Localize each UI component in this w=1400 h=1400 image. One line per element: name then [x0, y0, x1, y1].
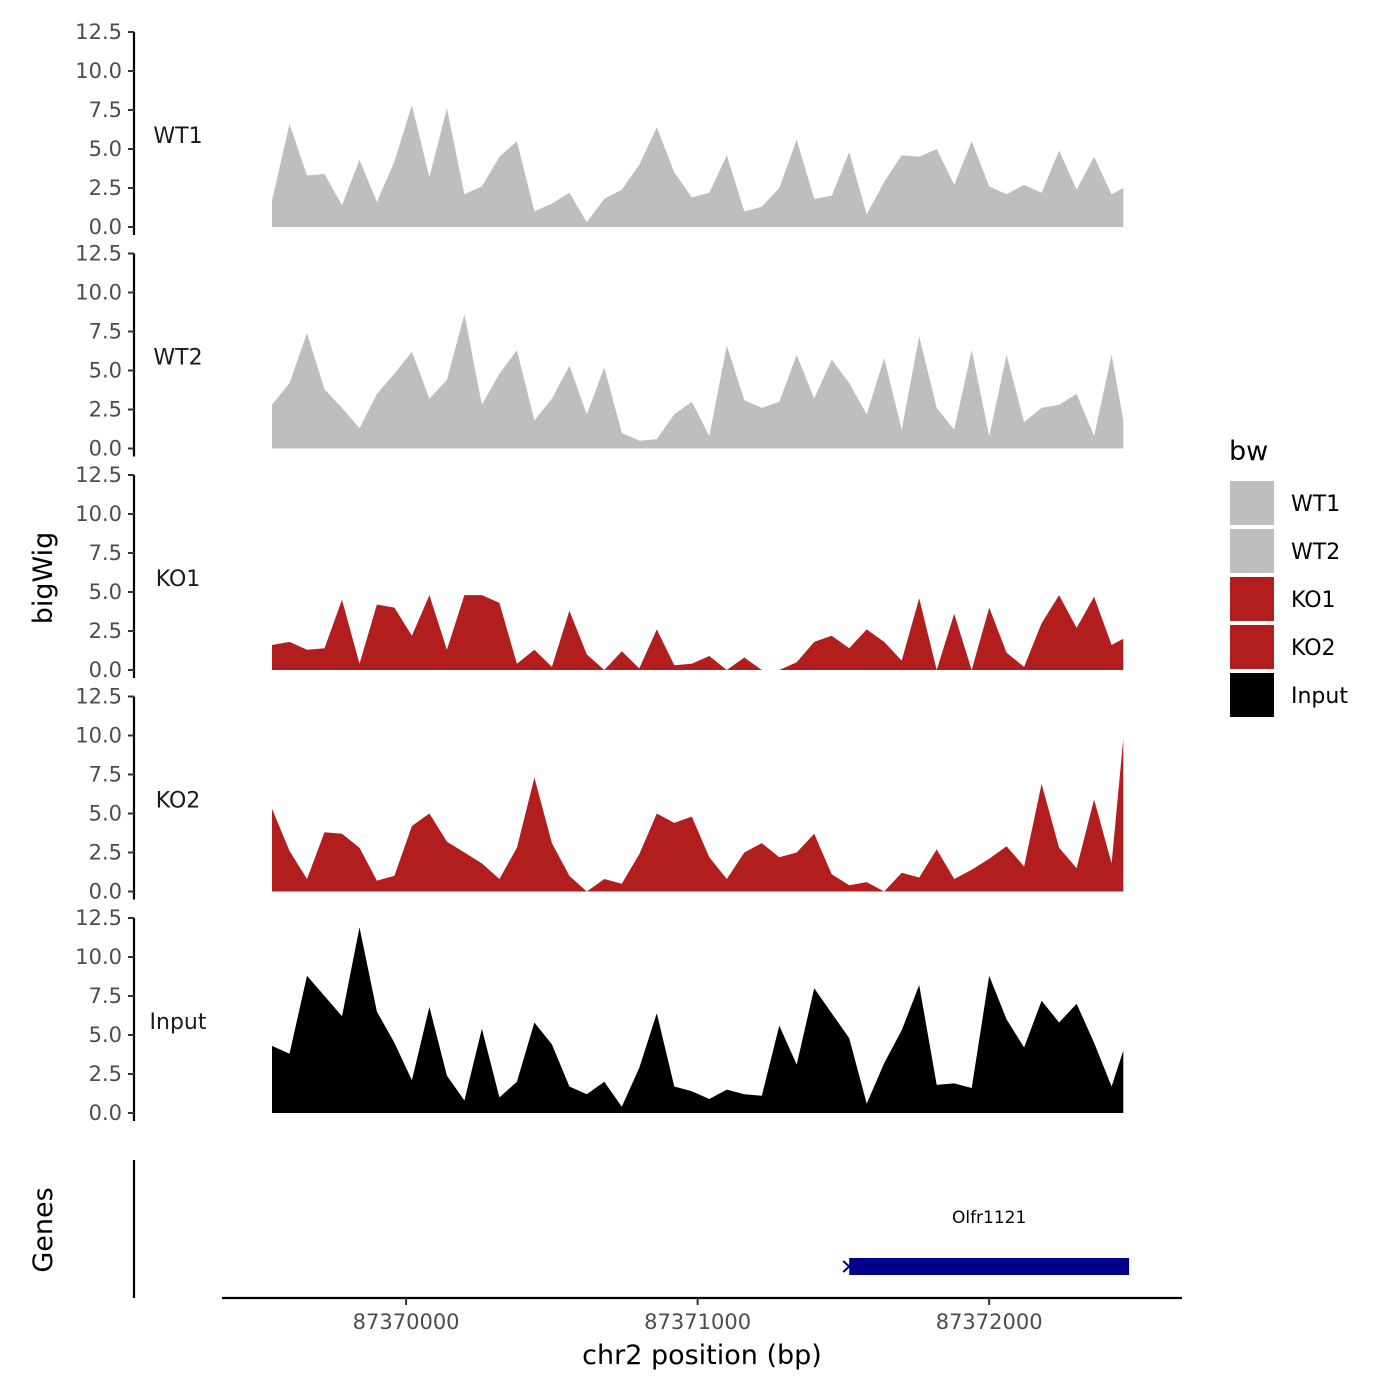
- y-tick-label: 7.5: [89, 984, 122, 1008]
- y-tick-label: 0.0: [89, 880, 122, 904]
- y-tick-label: 5.0: [89, 1023, 122, 1047]
- y-tick-label: 2.5: [89, 841, 122, 865]
- legend-label: Input: [1291, 684, 1348, 709]
- y-axis-title: bigWig: [28, 532, 59, 625]
- legend-label: WT2: [1291, 540, 1340, 565]
- legend-item-input: Input: [1230, 673, 1348, 717]
- area-input: [272, 927, 1124, 1113]
- legend-swatch: [1230, 673, 1274, 717]
- x-tick-label: 87372000: [936, 1310, 1043, 1334]
- y-tick-label: 2.5: [89, 1062, 122, 1086]
- legend-item-wt1: WT1: [1230, 481, 1340, 525]
- track-label-wt1: WT1: [153, 124, 202, 149]
- track-label-input: Input: [150, 1010, 207, 1035]
- track-ko1: 0.0 2.5 5.0 7.5 10.0 12.5 KO1: [75, 463, 1124, 682]
- track-label-wt2: WT2: [153, 346, 202, 371]
- y-tick-label: 2.5: [89, 619, 122, 643]
- legend: bw WT1 WT2 KO1 KO2 Input: [1229, 436, 1348, 717]
- y-tick-label: 2.5: [89, 398, 122, 422]
- y-tick-label: 5.0: [89, 359, 122, 383]
- track-label-ko2: KO2: [156, 789, 201, 814]
- legend-label: WT1: [1291, 492, 1340, 517]
- y-tick-label: 10.0: [75, 945, 122, 969]
- y-tick-label: 10.0: [75, 724, 122, 748]
- y-tick-label: 2.5: [89, 176, 122, 200]
- y-tick-label: 12.5: [75, 20, 122, 44]
- y-tick-label: 12.5: [75, 242, 122, 266]
- y-tick-label: 10.0: [75, 502, 122, 526]
- x-axis-title: chr2 position (bp): [582, 1340, 822, 1371]
- strand-arrow: [842, 1260, 851, 1273]
- y-tick-label: 10.0: [75, 59, 122, 83]
- y-tick-label: 7.5: [89, 320, 122, 344]
- legend-item-wt2: WT2: [1230, 529, 1340, 573]
- coverage-tracks: 0.0 2.5 5.0 7.5 10.0 12.5 WT1 0.0 2.5 5.0 7.5 10.0 1…: [75, 20, 1124, 1125]
- gene-body: [849, 1258, 1130, 1275]
- gene-label: Olfr1121: [952, 1208, 1026, 1228]
- gene-track-title: Genes: [28, 1187, 59, 1272]
- track-wt2: 0.0 2.5 5.0 7.5 10.0 12.5 WT2: [75, 242, 1124, 461]
- area-wt1: [272, 105, 1124, 227]
- y-tick-label: 5.0: [89, 802, 122, 826]
- gene-track: Olfr1121: [132, 1160, 1130, 1298]
- x-axis: 87370000 87371000 87372000: [222, 1296, 1182, 1334]
- y-tick-label: 7.5: [89, 763, 122, 787]
- track-input: 0.0 2.5 5.0 7.5 10.0 12.5 Input: [75, 906, 1124, 1125]
- y-tick-label: 5.0: [89, 137, 122, 161]
- legend-swatch: [1230, 577, 1274, 621]
- y-tick-label: 0.0: [89, 215, 122, 239]
- y-tick-label: 12.5: [75, 685, 122, 709]
- track-ko2: 0.0 2.5 5.0 7.5 10.0 12.5 KO2: [75, 685, 1124, 904]
- y-tick-label: 0.0: [89, 437, 122, 461]
- y-tick-label: 7.5: [89, 98, 122, 122]
- area-ko1: [272, 595, 1124, 670]
- area-wt2: [272, 314, 1124, 449]
- legend-item-ko2: KO2: [1230, 625, 1336, 669]
- legend-swatch: [1230, 529, 1274, 573]
- track-label-ko1: KO1: [156, 567, 201, 592]
- legend-label: KO2: [1291, 636, 1336, 661]
- legend-swatch: [1230, 625, 1274, 669]
- track-wt1: 0.0 2.5 5.0 7.5 10.0 12.5 WT1: [75, 20, 1124, 239]
- legend-swatch: [1230, 481, 1274, 525]
- y-tick-label: 12.5: [75, 906, 122, 930]
- y-tick-label: 10.0: [75, 281, 122, 305]
- x-tick-label: 87371000: [644, 1310, 751, 1334]
- y-tick-label: 12.5: [75, 463, 122, 487]
- legend-item-ko1: KO1: [1230, 577, 1336, 621]
- y-tick-label: 0.0: [89, 658, 122, 682]
- y-tick-label: 7.5: [89, 541, 122, 565]
- legend-title: bw: [1229, 436, 1268, 467]
- y-tick-label: 5.0: [89, 580, 122, 604]
- legend-label: KO1: [1291, 588, 1336, 613]
- y-tick-label: 0.0: [89, 1101, 122, 1125]
- x-tick-label: 87370000: [353, 1310, 460, 1334]
- area-ko2: [272, 738, 1124, 892]
